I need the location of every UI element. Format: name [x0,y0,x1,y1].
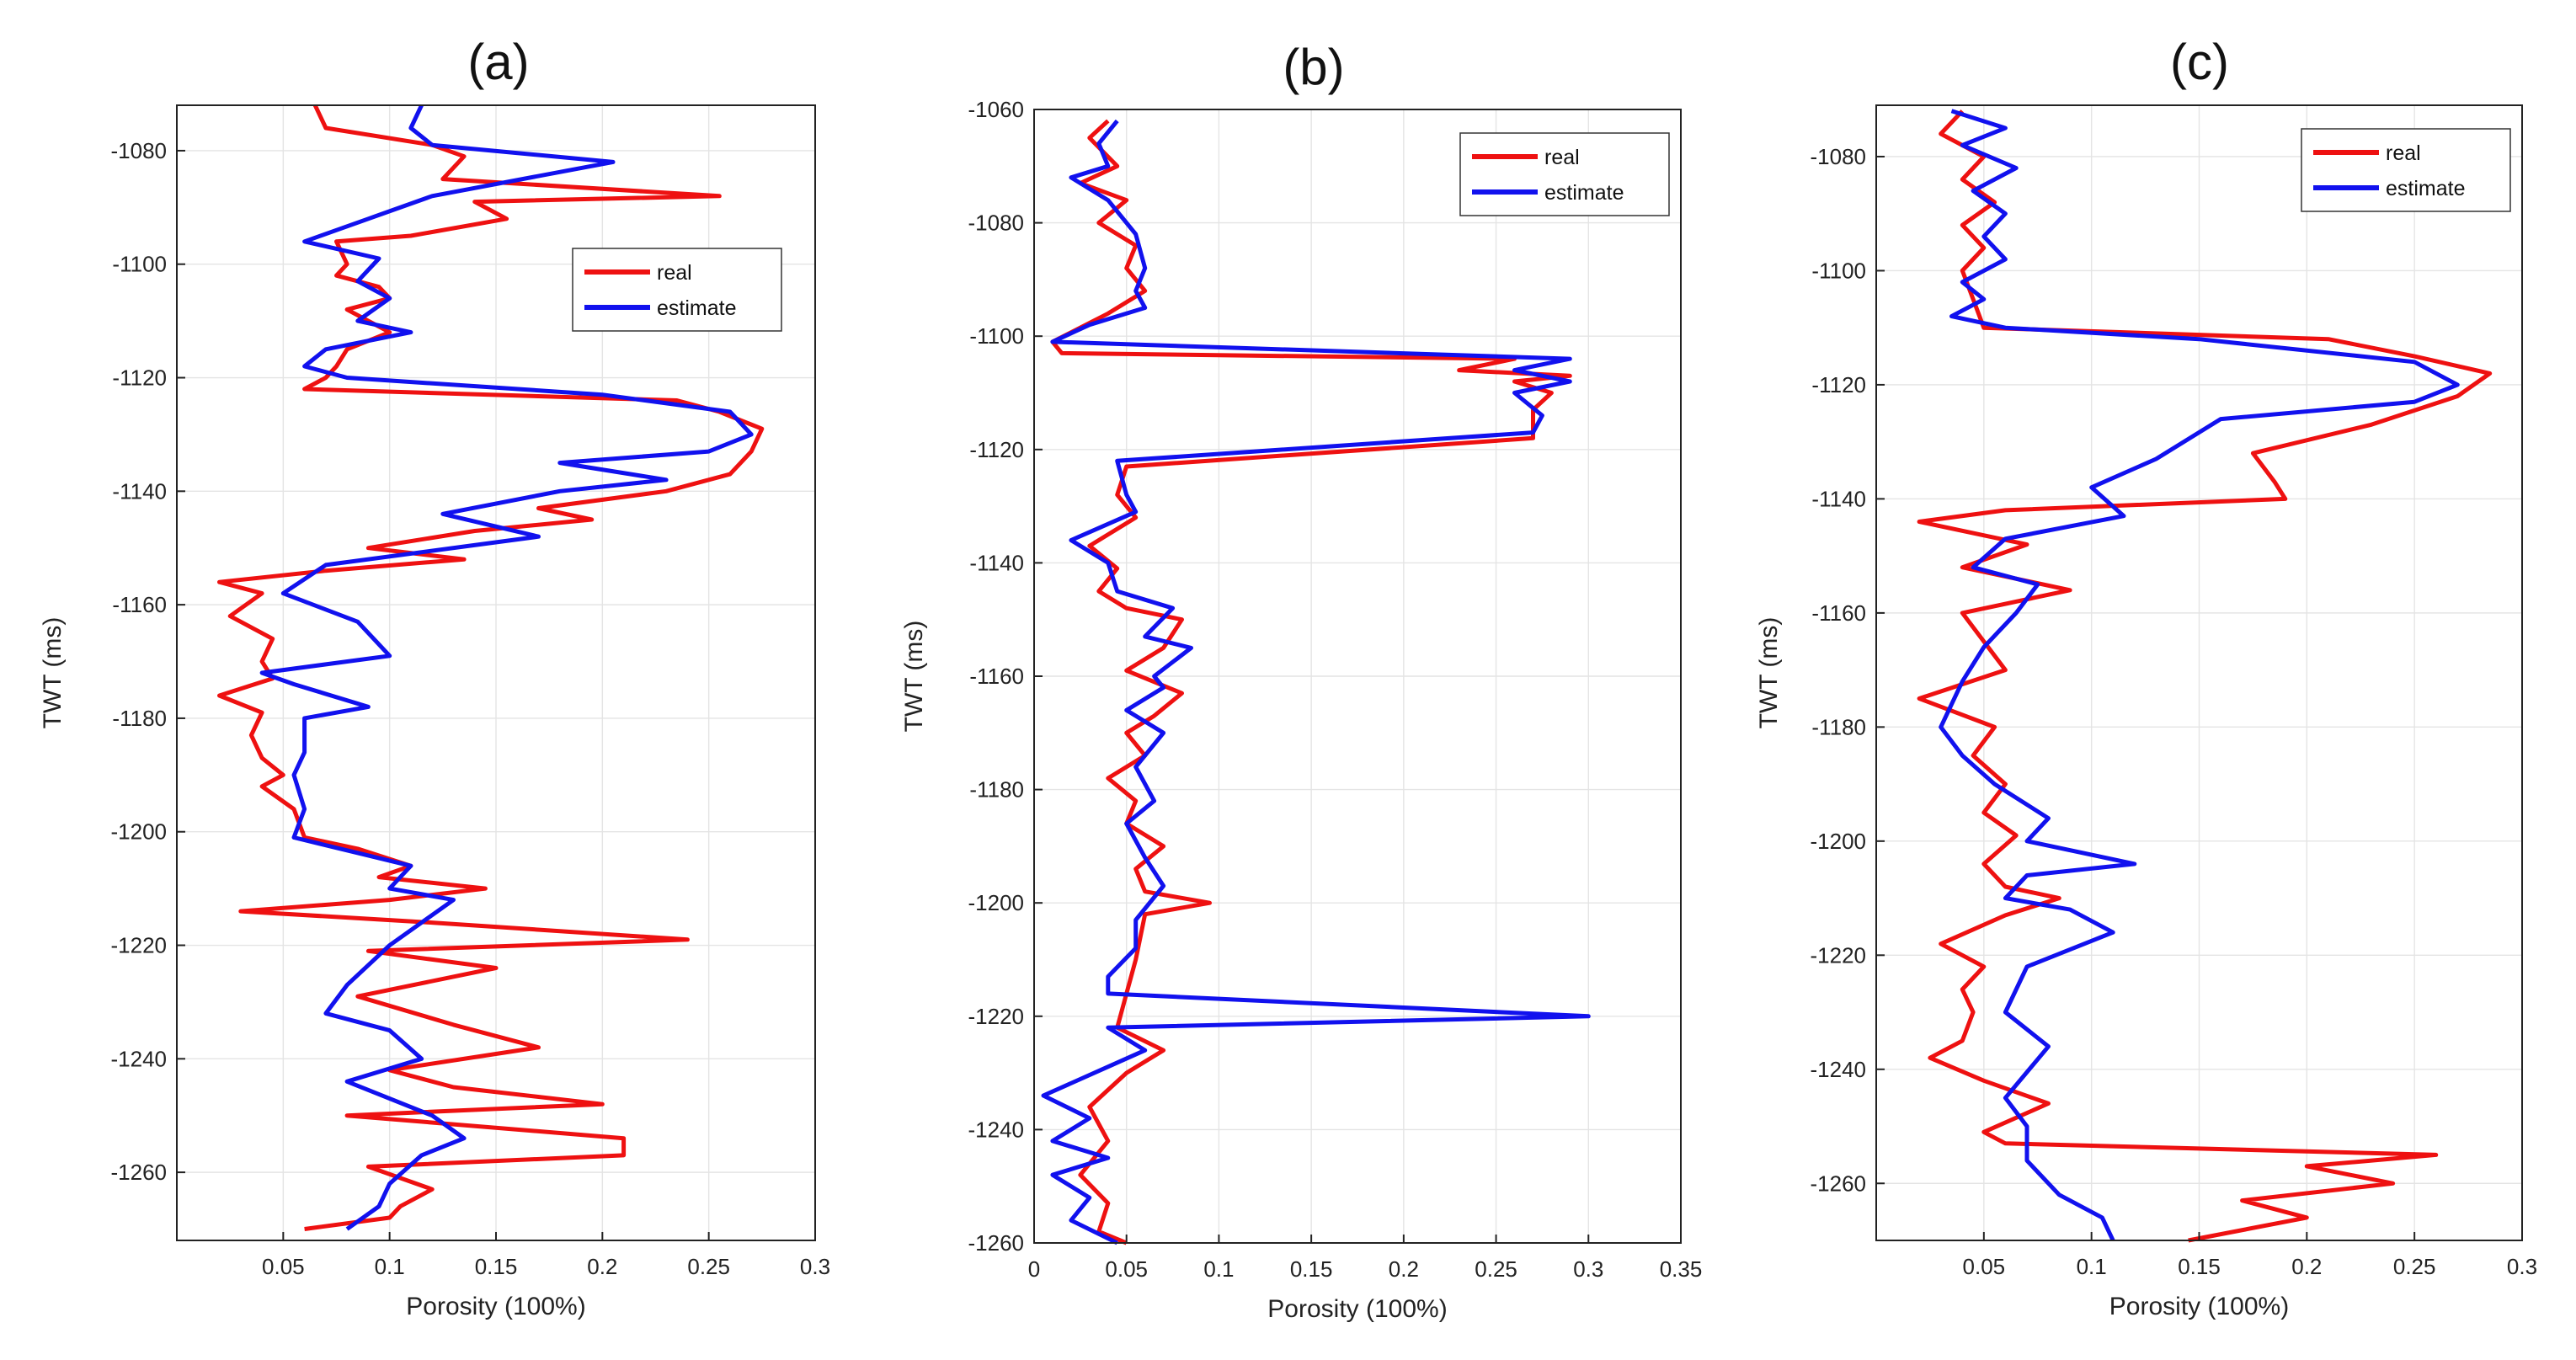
y-tick-label: -1140 [112,478,167,504]
legend-label-real: real [2386,141,2421,165]
y-tick-label: -1100 [969,323,1024,349]
y-tick-label: -1200 [1811,829,1867,854]
x-tick-label: 0.35 [1660,1256,1703,1282]
x-tick-label: 0.2 [1389,1256,1419,1282]
x-tick-label: 0.1 [2077,1254,2107,1279]
legend: real estimate [2301,128,2511,212]
y-tick-label: -1180 [969,777,1024,803]
y-tick-label: -1140 [1811,486,1866,511]
series-line-estimate [1041,119,1591,1245]
y-axis-label: TWT (ms) [39,617,67,729]
y-tick-label: -1080 [1811,144,1867,169]
x-tick-label: 0.25 [1475,1256,1517,1282]
legend: real estimate [1459,132,1670,216]
legend-label-estimate: estimate [657,296,736,320]
y-tick-label: -1140 [969,550,1024,575]
y-tick-label: -1080 [111,138,168,163]
y-tick-label: -1120 [1811,372,1866,397]
x-tick-label: 0.2 [587,1254,617,1279]
x-tick-label: 0.25 [687,1254,730,1279]
x-tick-label: 0.15 [2178,1254,2221,1279]
series-line-estimate [1939,109,2460,1242]
x-tick-label: 0.3 [800,1254,830,1279]
x-axis-label: Porosity (100%) [406,1293,585,1320]
legend-label-real: real [657,261,692,285]
legend-label-estimate: estimate [2386,177,2465,200]
y-tick-label: -1220 [968,1004,1025,1029]
x-tick-label: 0.05 [1105,1256,1148,1282]
series-line-estimate [259,104,754,1231]
panel-b: 0 0.05 0.1 0.15 0.2 0.25 0.3 0.35 -1060 -1080 -110… [900,39,1702,1323]
panel-a: 0.05 0.1 0.15 0.2 0.25 0.3 -1080 -1100 -1120 -114… [39,34,830,1320]
x-tick-label: 0.1 [1203,1256,1234,1282]
panel-c: 0.05 0.1 0.15 0.2 0.25 0.3 -1080 -1100 -1120 -114… [1755,34,2537,1320]
x-tick-label: 0.15 [475,1254,518,1279]
legend-box [1459,132,1670,216]
y-tick-label: -1080 [968,211,1025,236]
y-tick-label: -1120 [112,365,167,391]
panel-title: (a) [467,34,529,90]
legend-label-real: real [1544,146,1580,169]
x-tick-label: 0.15 [1290,1256,1333,1282]
x-tick-label: 0.05 [1963,1254,2006,1279]
y-tick-label: -1200 [111,819,168,845]
y-axis-label: TWT (ms) [1755,617,1783,729]
y-tick-label: -1120 [969,437,1024,462]
y-tick-label: -1180 [1811,714,1866,739]
y-tick-label: -1240 [111,1046,168,1071]
y-tick-label: -1160 [969,664,1024,689]
x-tick-label: 0.25 [2393,1254,2436,1279]
x-tick-label: 0.2 [2291,1254,2322,1279]
y-tick-label: -1100 [112,252,167,277]
y-axis-label: TWT (ms) [900,621,928,733]
x-axis-label: Porosity (100%) [1267,1295,1447,1323]
panel-title: (b) [1283,39,1344,95]
y-tick-label: -1060 [968,97,1025,122]
x-tick-label: 0.3 [1573,1256,1603,1282]
y-tick-label: -1200 [968,890,1025,915]
y-tick-label: -1160 [112,592,167,617]
y-tick-label: -1180 [112,706,167,731]
x-tick-label: 0.1 [375,1254,405,1279]
panel-title: (c) [2170,34,2229,90]
y-tick-label: -1240 [1811,1057,1867,1082]
legend-box [572,248,782,332]
series-line-real [1050,119,1572,1245]
legend-box [2301,128,2511,212]
x-tick-label: 0.3 [2507,1254,2537,1279]
y-tick-label: -1260 [968,1230,1025,1256]
x-axis-label: Porosity (100%) [2109,1293,2289,1320]
legend-label-estimate: estimate [1544,181,1624,205]
y-tick-label: -1260 [111,1160,168,1185]
x-tick-label: 0.05 [262,1254,305,1279]
y-tick-label: -1240 [968,1117,1025,1142]
y-tick-label: -1260 [1811,1171,1867,1196]
y-tick-label: -1100 [1811,258,1866,283]
legend: real estimate [572,248,782,332]
x-tick-label: 0 [1028,1256,1040,1282]
y-tick-label: -1220 [111,933,168,958]
y-tick-label: -1220 [1811,942,1867,968]
y-tick-label: -1160 [1811,600,1866,626]
